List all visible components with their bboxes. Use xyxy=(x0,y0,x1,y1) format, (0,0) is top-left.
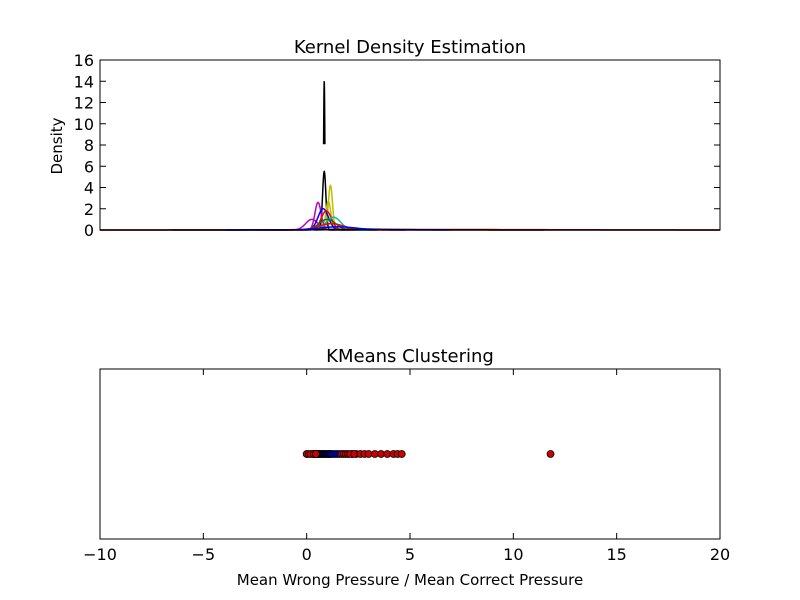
kmeans-xlabel: Mean Wrong Pressure / Mean Correct Press… xyxy=(237,571,583,589)
kde-curve-0 xyxy=(322,81,326,145)
kmeans-xtick-label: −5 xyxy=(192,545,216,564)
kde-ylabel: Density xyxy=(48,117,66,174)
kmeans-point-cluster-1 xyxy=(397,450,406,458)
kde-ytick-label: 4 xyxy=(84,179,94,198)
kde-axes-frame xyxy=(99,59,721,231)
kmeans-point-cluster-1 xyxy=(312,450,320,458)
kmeans-xtick-label: 15 xyxy=(606,545,626,564)
kmeans-xtick-label: 0 xyxy=(302,545,312,564)
kde-ytick-label: 2 xyxy=(84,200,94,219)
kde-ytick-label: 6 xyxy=(84,157,94,176)
kmeans-axes-frame xyxy=(99,368,721,540)
kmeans-point-cluster-1 xyxy=(546,450,555,458)
kmeans-xtick-label: −10 xyxy=(83,545,117,564)
kde-ytick-label: 10 xyxy=(74,115,94,134)
kde-ytick-label: 16 xyxy=(74,51,94,70)
kmeans-xtick-label: 20 xyxy=(710,545,730,564)
kmeans-subplot: KMeans Clustering −10 −5 0 5 10 15 20 Mean Wro… xyxy=(83,346,730,589)
kmeans-title: KMeans Clustering xyxy=(326,346,494,367)
kde-ytick-label: 8 xyxy=(84,136,94,155)
kde-ytick-label: 14 xyxy=(74,72,94,91)
kde-title: Kernel Density Estimation xyxy=(294,37,526,58)
kmeans-xtick-label: 5 xyxy=(405,545,415,564)
kde-subplot: Kernel Density Estimation Density 0 2 4 6 8 1… xyxy=(48,37,721,240)
kmeans-xtick-label: 10 xyxy=(503,545,523,564)
kde-y-axis: 0 2 4 6 8 10 12 14 16 xyxy=(74,51,720,240)
kde-ytick-label: 12 xyxy=(74,94,94,113)
kmeans-points xyxy=(302,450,555,458)
kde-ytick-label: 0 xyxy=(84,221,94,240)
kmeans-x-axis: −10 −5 0 5 10 15 20 xyxy=(83,369,730,564)
